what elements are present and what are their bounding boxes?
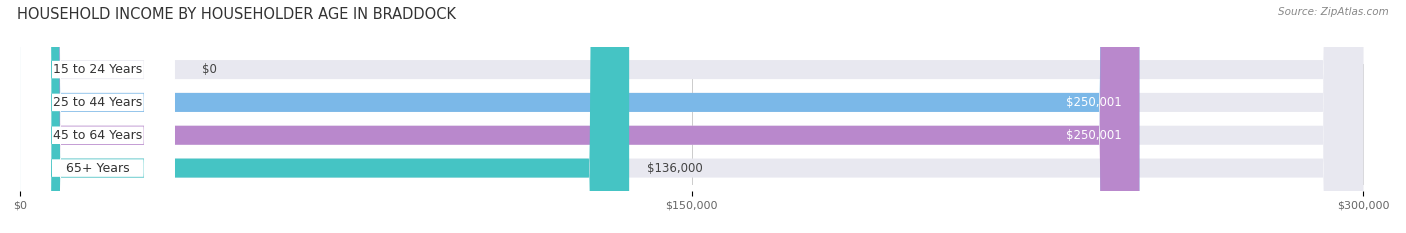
Text: $0: $0 xyxy=(201,63,217,76)
FancyBboxPatch shape xyxy=(21,0,628,233)
FancyBboxPatch shape xyxy=(21,0,174,233)
FancyBboxPatch shape xyxy=(21,0,1139,233)
Text: Source: ZipAtlas.com: Source: ZipAtlas.com xyxy=(1278,7,1389,17)
Text: $250,001: $250,001 xyxy=(1066,129,1122,142)
FancyBboxPatch shape xyxy=(21,0,1364,233)
Text: 65+ Years: 65+ Years xyxy=(66,161,129,175)
Text: 25 to 44 Years: 25 to 44 Years xyxy=(53,96,142,109)
Text: $250,001: $250,001 xyxy=(1066,96,1122,109)
Text: 15 to 24 Years: 15 to 24 Years xyxy=(53,63,142,76)
FancyBboxPatch shape xyxy=(21,0,1364,233)
FancyBboxPatch shape xyxy=(21,0,174,233)
FancyBboxPatch shape xyxy=(21,0,1139,233)
FancyBboxPatch shape xyxy=(21,0,174,233)
FancyBboxPatch shape xyxy=(21,0,1364,233)
Text: $136,000: $136,000 xyxy=(647,161,703,175)
FancyBboxPatch shape xyxy=(21,0,1364,233)
Text: 45 to 64 Years: 45 to 64 Years xyxy=(53,129,142,142)
FancyBboxPatch shape xyxy=(21,0,174,233)
Text: HOUSEHOLD INCOME BY HOUSEHOLDER AGE IN BRADDOCK: HOUSEHOLD INCOME BY HOUSEHOLDER AGE IN B… xyxy=(17,7,456,22)
